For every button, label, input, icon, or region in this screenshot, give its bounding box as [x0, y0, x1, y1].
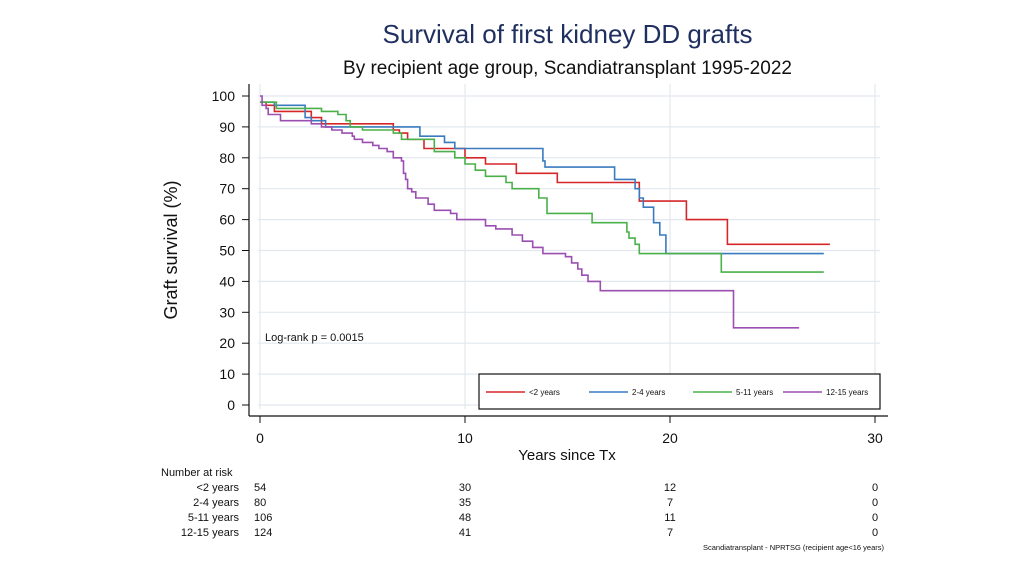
risk-count: 54 [254, 482, 267, 494]
risk-count: 11 [664, 512, 676, 524]
risk-count: 106 [254, 512, 273, 524]
source-note: Scandiatransplant - NPRTSG (recipient ag… [703, 543, 884, 552]
risk-count: 12 [663, 482, 677, 494]
y-tick-label: 30 [219, 304, 235, 320]
y-tick-label: 80 [219, 150, 235, 166]
y-tick-label: 0 [227, 397, 235, 413]
legend-label-0: <2 years [529, 388, 560, 397]
risk-count: 0 [871, 482, 879, 494]
risk-count: 7 [666, 527, 674, 539]
series-line-3 [260, 95, 800, 329]
series-lines [260, 95, 830, 329]
series-line-1 [260, 101, 824, 255]
series-line-2 [260, 101, 824, 273]
chart-title: Survival of first kidney DD grafts [382, 19, 753, 49]
y-tick-label: 90 [219, 119, 235, 135]
y-tick-label: 10 [219, 366, 235, 382]
risk-count: 80 [254, 497, 267, 509]
risk-count: 124 [254, 527, 273, 539]
risk-table-title: Number at risk [161, 467, 233, 479]
series-line-0 [260, 101, 830, 246]
risk-group-label: 2-4 years [193, 497, 239, 509]
risk-count: 7 [666, 497, 674, 509]
logrank-annotation: Log-rank p = 0.0015 [265, 332, 364, 344]
risk-count: 30 [458, 482, 472, 494]
y-tick-label: 50 [219, 243, 235, 259]
legend: <2 years 2-4 years 5-11 years 12-15 years [478, 373, 881, 410]
chart-subtitle: By recipient age group, Scandiatransplan… [343, 58, 792, 79]
x-tick-label: 20 [662, 430, 678, 446]
legend-label-1: 2-4 years [632, 388, 665, 397]
risk-group-label: 5-11 years [187, 512, 239, 524]
legend-label-2: 5-11 years [736, 388, 773, 397]
risk-count: 41 [458, 527, 472, 539]
x-tick-label: 10 [457, 430, 473, 446]
risk-count: 0 [871, 527, 879, 539]
x-axis-label: Years since Tx [518, 447, 616, 464]
axes: 0 10 20 30 40 50 60 70 80 90 100 0 10 20 30 [212, 84, 888, 446]
risk-group-label: <2 years [196, 482, 240, 494]
risk-count: 35 [458, 497, 472, 509]
y-tick-label: 20 [219, 335, 235, 351]
legend-label-3: 12-15 years [826, 388, 868, 397]
risk-count: 48 [458, 512, 472, 524]
y-tick-label: 100 [212, 88, 236, 104]
risk-count: 0 [871, 497, 879, 509]
risk-count: 0 [871, 512, 879, 524]
y-axis-label: Graft survival (%) [161, 180, 181, 319]
risk-group-label: 12-15 years [180, 527, 239, 539]
y-tick-label: 60 [219, 212, 235, 228]
y-tick-label: 40 [219, 273, 235, 289]
y-tick-label: 70 [219, 181, 235, 197]
x-tick-label: 0 [256, 430, 264, 446]
x-tick-label: 30 [867, 430, 883, 446]
